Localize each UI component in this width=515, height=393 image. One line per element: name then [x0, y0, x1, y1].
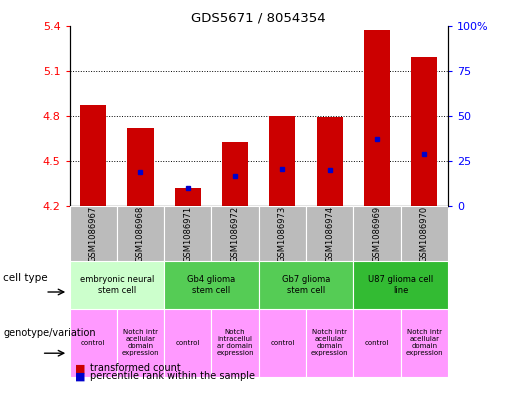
Bar	[401, 206, 448, 261]
Text: control: control	[176, 340, 200, 346]
Bar	[259, 261, 353, 309]
Text: control: control	[270, 340, 295, 346]
Text: transformed count: transformed count	[90, 364, 181, 373]
Bar	[117, 309, 164, 377]
Text: GSM1086972: GSM1086972	[231, 206, 239, 262]
Bar	[364, 30, 390, 206]
Bar	[306, 206, 353, 261]
Text: Gb4 glioma
stem cell: Gb4 glioma stem cell	[187, 275, 235, 295]
Bar	[306, 309, 353, 377]
Bar	[70, 261, 164, 309]
Bar	[212, 206, 259, 261]
Bar	[353, 309, 401, 377]
Bar	[70, 309, 117, 377]
Text: Notch
intracellul
ar domain
expression: Notch intracellul ar domain expression	[216, 329, 254, 356]
Bar	[164, 261, 259, 309]
Bar	[175, 188, 201, 206]
Text: GSM1086971: GSM1086971	[183, 206, 192, 262]
Text: cell type: cell type	[4, 273, 48, 283]
Text: genotype/variation: genotype/variation	[4, 328, 96, 338]
Text: Notch intr
acellular
domain
expression: Notch intr acellular domain expression	[311, 329, 349, 356]
Text: control: control	[81, 340, 106, 346]
Text: embryonic neural
stem cell: embryonic neural stem cell	[80, 275, 154, 295]
Text: GSM1086968: GSM1086968	[136, 206, 145, 262]
Text: control: control	[365, 340, 389, 346]
Bar	[70, 206, 117, 261]
Bar	[411, 57, 437, 206]
Bar	[259, 309, 306, 377]
Bar	[401, 309, 448, 377]
Title: GDS5671 / 8054354: GDS5671 / 8054354	[192, 11, 326, 24]
Text: GSM1086974: GSM1086974	[325, 206, 334, 262]
Bar	[128, 128, 153, 206]
Bar	[80, 105, 106, 206]
Bar	[164, 309, 212, 377]
Text: percentile rank within the sample: percentile rank within the sample	[90, 371, 255, 381]
Bar	[164, 206, 212, 261]
Text: ■: ■	[75, 364, 85, 373]
Bar	[353, 206, 401, 261]
Text: U87 glioma cell
line: U87 glioma cell line	[368, 275, 433, 295]
Bar	[353, 261, 448, 309]
Bar	[212, 309, 259, 377]
Text: ■: ■	[75, 371, 85, 381]
Text: Notch intr
acellular
domain
expression: Notch intr acellular domain expression	[122, 329, 159, 356]
Text: GSM1086970: GSM1086970	[420, 206, 429, 262]
Text: GSM1086973: GSM1086973	[278, 206, 287, 262]
Text: Notch intr
acellular
domain
expression: Notch intr acellular domain expression	[406, 329, 443, 356]
Bar	[222, 141, 248, 206]
Bar	[269, 116, 296, 206]
Bar	[117, 206, 164, 261]
Text: GSM1086967: GSM1086967	[89, 206, 98, 262]
Text: GSM1086969: GSM1086969	[372, 206, 382, 262]
Text: Gb7 glioma
stem cell: Gb7 glioma stem cell	[282, 275, 330, 295]
Bar	[259, 206, 306, 261]
Bar	[317, 118, 343, 206]
